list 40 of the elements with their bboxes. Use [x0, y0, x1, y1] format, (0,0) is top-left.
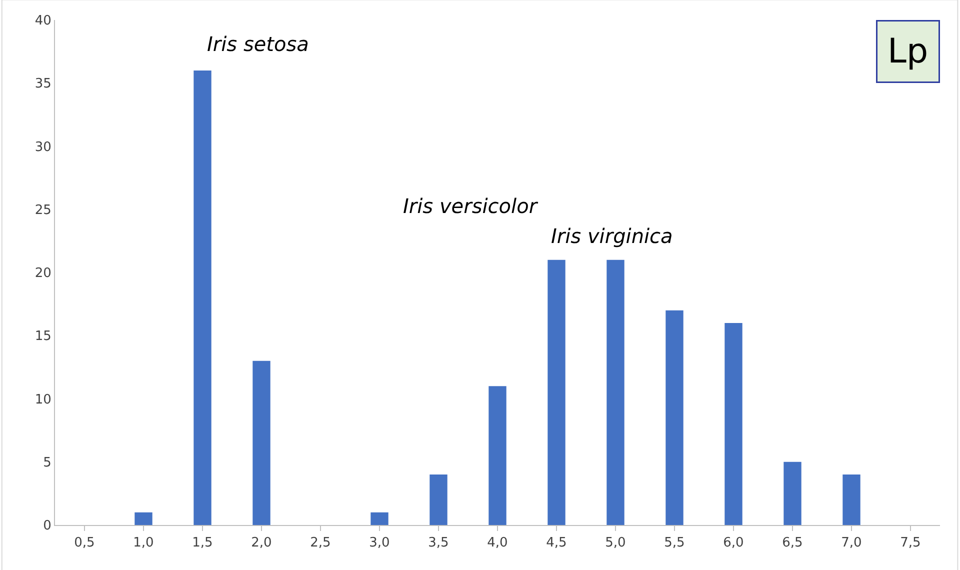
annotation: Iris versicolor	[403, 194, 539, 218]
y-tick-label: 10	[34, 392, 52, 408]
bar	[134, 512, 152, 525]
y-tick-label: 30	[34, 140, 52, 155]
x-tick-label: 7,5	[900, 536, 921, 551]
bar	[842, 474, 860, 525]
bar	[252, 360, 270, 525]
x-tick-label: 1,5	[192, 536, 213, 551]
bar	[666, 310, 684, 525]
bar	[370, 512, 388, 525]
bar	[606, 260, 624, 525]
x-tick-label: 2,0	[251, 536, 272, 551]
x-tick-label: 4,0	[487, 536, 508, 551]
bar	[548, 260, 566, 525]
annotation: Iris virginica	[551, 224, 673, 248]
x-tick-label: 3,0	[369, 536, 390, 551]
x-tick-label: 4,5	[546, 536, 567, 551]
bar	[488, 386, 506, 525]
x-tick-label: 5,5	[664, 536, 685, 551]
y-tick-label: 0	[43, 518, 52, 534]
y-tick-label: 35	[34, 76, 52, 92]
x-tick-label: 7,0	[841, 536, 862, 551]
y-tick-label: 20	[34, 266, 52, 282]
y-tick-label: 40	[34, 14, 52, 29]
x-tick-label: 6,0	[723, 536, 744, 551]
x-tick-label: 5,0	[605, 536, 626, 551]
x-tick-label: 2,5	[310, 536, 331, 551]
bar	[724, 323, 742, 525]
x-tick-label: 3,5	[428, 536, 449, 551]
bar	[430, 474, 448, 525]
y-tick-label: 5	[43, 455, 52, 470]
annotation: Iris setosa	[207, 32, 309, 56]
x-tick-label: 0,5	[74, 536, 95, 551]
bar	[784, 462, 802, 525]
y-tick-label: 25	[34, 202, 52, 218]
x-tick-label: 1,0	[133, 536, 154, 551]
bar	[194, 70, 212, 525]
y-tick-label: 15	[34, 329, 52, 344]
x-tick-label: 6,5	[782, 536, 803, 551]
annotation: Lp	[888, 32, 928, 72]
